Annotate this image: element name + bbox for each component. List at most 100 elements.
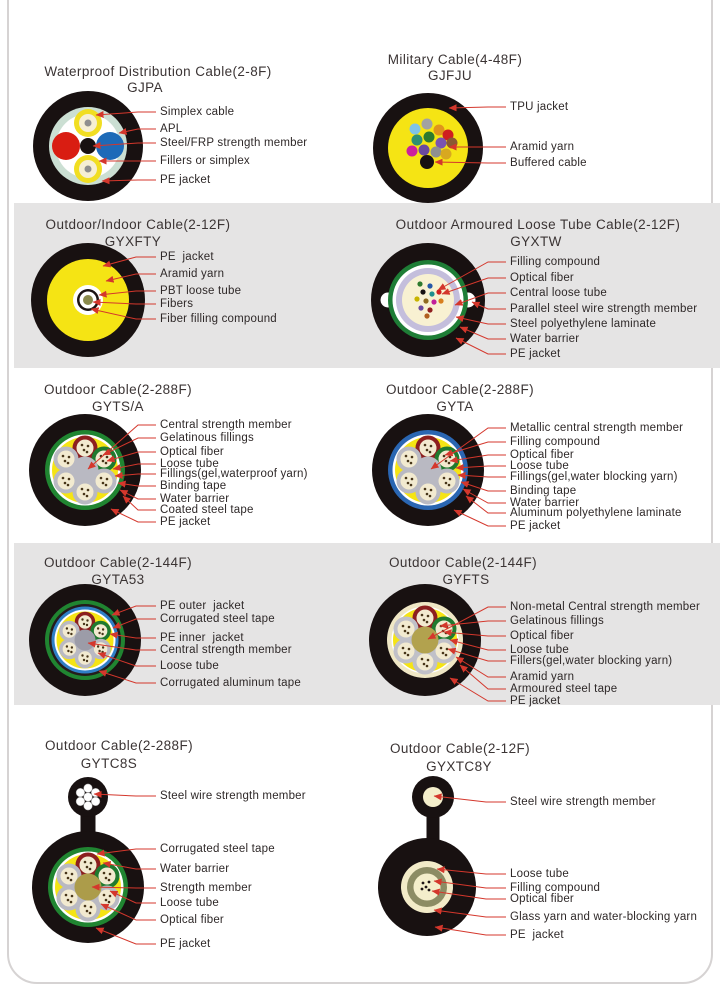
part-label: Coated steel tape bbox=[160, 504, 254, 516]
cable-title: Outdoor Armoured Loose Tube Cable(2-12F) bbox=[395, 217, 681, 232]
cable-title: Waterproof Distribution Cable(2-8F) bbox=[44, 64, 272, 79]
cable-card-gyta: Outdoor Cable(2-288F) GYTA Metallic cent… bbox=[360, 373, 720, 543]
part-label: Central strength member bbox=[160, 644, 292, 656]
cable-title: Outdoor/Indoor Cable(2-12F) bbox=[45, 217, 231, 232]
part-label: PE jacket bbox=[160, 938, 211, 950]
cable-card-gyfts: Outdoor Cable(2-144F) GYFTS Non-metal Ce… bbox=[360, 545, 720, 707]
leader-lines bbox=[431, 793, 506, 936]
gytc8s-cross-section-diagram bbox=[32, 777, 156, 945]
cable-card-gyxtc8y: Outdoor Cable(2-12F) GYXTC8Y Steel wire … bbox=[360, 730, 720, 982]
part-label: Corrugated steel tape bbox=[160, 843, 275, 855]
part-label: Loose tube bbox=[160, 897, 219, 909]
cable-card-gyxfty: Outdoor/Indoor Cable(2-12F) GYXFTY PE ja… bbox=[0, 205, 360, 368]
cable-title: Outdoor Cable(2-144F) bbox=[389, 555, 537, 570]
leader-lines bbox=[87, 605, 156, 684]
leader-lines bbox=[437, 261, 506, 355]
leader-lines bbox=[430, 427, 506, 527]
part-label: Strength member bbox=[160, 882, 252, 894]
gytsa-cross-section-diagram bbox=[29, 414, 156, 526]
part-label: Fiber filling compound bbox=[160, 313, 277, 325]
part-label: Binding tape bbox=[510, 485, 577, 497]
gyta-cross-section-diagram bbox=[372, 414, 506, 527]
gyxtw-cross-section-diagram bbox=[371, 243, 506, 357]
leader-lines bbox=[91, 790, 156, 945]
fibers bbox=[420, 880, 431, 892]
gyxtc8y-cable bbox=[378, 776, 476, 936]
part-label: Filling compound bbox=[510, 256, 601, 268]
fibers bbox=[414, 281, 444, 319]
gyxtc8y-cross-section-diagram bbox=[378, 776, 506, 936]
cable-model: GYXFTY bbox=[104, 234, 162, 249]
gyfts-cross-section-diagram bbox=[369, 584, 506, 702]
part-label: PE jacket bbox=[160, 174, 211, 186]
part-label: Gelatinous fillings bbox=[510, 615, 604, 627]
part-label: Optical fiber bbox=[510, 893, 574, 905]
part-label: Aramid yarn bbox=[510, 141, 575, 153]
cable-model: GJFJU bbox=[428, 68, 472, 83]
cable-title: Outdoor Cable(2-288F) bbox=[45, 738, 193, 753]
part-label: Optical fiber bbox=[160, 446, 224, 458]
cable-model: GJPA bbox=[127, 80, 163, 95]
part-label: Steel wire strength member bbox=[510, 796, 656, 808]
part-label: Fillers(gel,water blocking yarn) bbox=[510, 655, 673, 667]
part-label: PE jacket bbox=[510, 520, 561, 532]
gjfju-cross-section-diagram bbox=[373, 93, 506, 203]
part-label: Armoured steel tape bbox=[510, 683, 618, 695]
cable-card-gytc8s: Outdoor Cable(2-288F) GYTC8S Steel wire … bbox=[0, 730, 360, 982]
part-label: Loose tube bbox=[160, 458, 219, 470]
buffered-fibers bbox=[406, 118, 458, 169]
part-label: Loose tube bbox=[510, 460, 569, 472]
gyfts-cable bbox=[369, 584, 481, 696]
part-label: Fillers or simplex bbox=[160, 155, 250, 167]
part-label: Water barrier bbox=[160, 493, 230, 505]
cable-title: Military Cable(4-48F) bbox=[387, 52, 523, 67]
part-label: Non-metal Central strength member bbox=[510, 601, 701, 613]
part-label: Water barrier bbox=[510, 333, 580, 345]
cable-model: GYFTS bbox=[442, 572, 490, 587]
gyxfty-cross-section-diagram bbox=[31, 243, 156, 357]
cable-card-gjpa: Waterproof Distribution Cable(2-8F) GJPA… bbox=[0, 60, 360, 205]
page-border bbox=[7, 0, 713, 984]
part-label: Corrugated steel tape bbox=[160, 613, 275, 625]
cable-model: GYXTC8Y bbox=[426, 759, 492, 774]
cable-title: Outdoor Cable(2-12F) bbox=[389, 741, 531, 756]
cable-model: GYTS/A bbox=[92, 399, 144, 414]
part-label: Fibers bbox=[160, 298, 194, 310]
part-label: Loose tube bbox=[510, 644, 569, 656]
part-label: Parallel steel wire strength member bbox=[510, 303, 698, 315]
leader-lines bbox=[427, 606, 506, 702]
gjfju-cable bbox=[373, 93, 483, 203]
gytc8s-cable bbox=[32, 777, 144, 943]
cable-title: Outdoor Cable(2-288F) bbox=[44, 382, 192, 397]
part-label: Optical fiber bbox=[160, 914, 224, 926]
part-label: Water barrier bbox=[510, 497, 580, 509]
part-label: Glass yarn and water-blocking yarn bbox=[510, 911, 698, 923]
part-label: Optical fiber bbox=[510, 449, 574, 461]
part-label: PE jacket bbox=[160, 251, 214, 263]
gjpa-cable bbox=[33, 91, 143, 201]
part-label: Buffered cable bbox=[510, 157, 587, 169]
part-label: Loose tube bbox=[160, 660, 219, 672]
part-label: PBT loose tube bbox=[160, 285, 242, 297]
leader-lines bbox=[87, 424, 156, 523]
cable-title: Outdoor Cable(2-144F) bbox=[44, 555, 192, 570]
part-label: Optical fiber bbox=[510, 630, 574, 642]
part-label: TPU jacket bbox=[510, 101, 569, 113]
part-label: Simplex cable bbox=[160, 106, 235, 118]
leader-lines bbox=[434, 104, 506, 166]
part-label: Steel wire strength member bbox=[160, 790, 306, 802]
part-label: Gelatinous fillings bbox=[160, 432, 254, 444]
gjpa-cross-section-diagram bbox=[33, 91, 156, 201]
part-label: PE jacket bbox=[510, 348, 561, 360]
part-label: Fillings(gel,water blocking yarn) bbox=[510, 471, 678, 483]
part-label: APL bbox=[160, 123, 183, 135]
gyta53-cross-section-diagram bbox=[29, 584, 156, 696]
part-label: Steel polyethylene laminate bbox=[510, 318, 657, 330]
part-label: Filling compound bbox=[510, 436, 601, 448]
cable-card-gyta53: Outdoor Cable(2-144F) GYTA53 PE outer ja… bbox=[0, 545, 360, 705]
cable-card-gytsa: Outdoor Cable(2-288F) GYTS/A Central str… bbox=[0, 373, 360, 543]
gyxfty-cable bbox=[31, 243, 145, 357]
part-label: Optical fiber bbox=[510, 272, 574, 284]
part-label: Aramid yarn bbox=[160, 268, 225, 280]
cable-card-gjfju: Military Cable(4-48F) GJFJU TPU jacket A… bbox=[360, 48, 720, 205]
